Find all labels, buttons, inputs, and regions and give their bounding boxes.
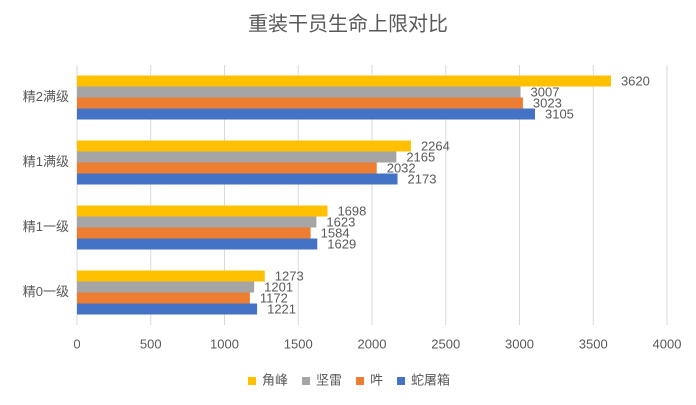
data-label: 2264: [421, 138, 450, 153]
bar: [77, 162, 377, 174]
legend-label: 坚雷: [316, 372, 342, 387]
bar: [77, 86, 521, 98]
x-tick-label: 1000: [210, 336, 239, 351]
x-tick-label: 2500: [431, 336, 460, 351]
data-label: 3620: [621, 73, 650, 88]
bar: [77, 151, 397, 163]
legend-label: 吽: [370, 372, 383, 387]
data-label: 1273: [275, 268, 304, 283]
bar: [77, 281, 255, 293]
legend-label: 角峰: [262, 372, 288, 387]
legend-swatch: [397, 377, 406, 385]
y-tick-label: 精1满级: [23, 154, 69, 169]
bar: [77, 108, 535, 120]
data-label: 1172: [260, 290, 288, 305]
data-label: 1201: [264, 279, 293, 294]
x-tick-label: 0: [73, 336, 80, 351]
bar: [77, 205, 328, 217]
bar: [77, 173, 398, 185]
data-label: 3105: [545, 106, 574, 121]
bar: [77, 140, 411, 152]
bar: [77, 75, 611, 87]
legend-swatch: [248, 377, 256, 385]
data-label: 1623: [326, 214, 355, 229]
data-label: 1698: [337, 203, 366, 218]
bar: [77, 238, 318, 250]
bar: [77, 227, 311, 239]
legend-label: 蛇屠箱: [411, 372, 450, 387]
data-label: 1584: [321, 225, 350, 240]
data-label: 3007: [531, 84, 560, 99]
data-label: 3023: [533, 95, 562, 110]
x-tick-label: 3500: [579, 336, 608, 351]
bar: [77, 270, 265, 282]
chart-title: 重装干员生命上限对比: [248, 12, 448, 35]
x-tick-label: 1500: [284, 336, 313, 351]
x-tick-label: 3000: [505, 336, 534, 351]
x-tick-label: 4000: [653, 336, 682, 351]
bar: [77, 97, 523, 109]
data-label: 2032: [387, 160, 416, 175]
x-tick-label: 2000: [358, 336, 387, 351]
bar: [77, 216, 317, 228]
y-tick-label: 精1一级: [23, 219, 69, 234]
x-tick-label: 500: [140, 336, 162, 351]
data-label: 2165: [406, 149, 435, 164]
data-label: 2173: [408, 171, 437, 186]
legend-swatch: [356, 377, 365, 385]
data-label: 1221: [267, 301, 296, 316]
data-label: 1629: [327, 236, 356, 251]
y-tick-label: 精0一级: [23, 284, 69, 299]
bar: [77, 303, 258, 315]
y-tick-label: 精2满级: [23, 89, 69, 104]
legend-swatch: [302, 377, 311, 385]
bar: [77, 292, 250, 304]
